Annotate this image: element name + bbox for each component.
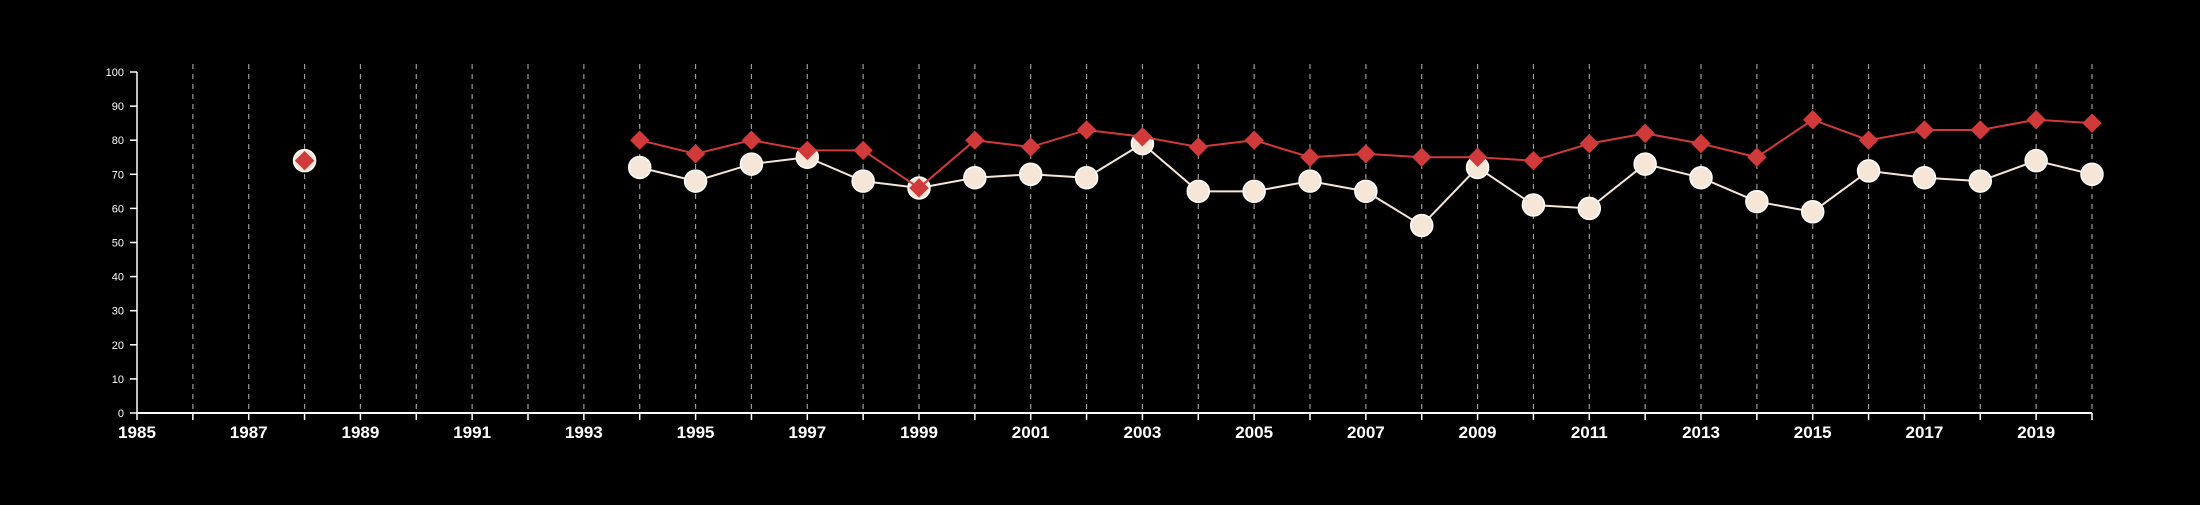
series-0-point-2012 <box>1633 152 1657 176</box>
x-tick-label-2009: 2009 <box>1459 423 1497 442</box>
series-1 <box>294 110 2102 198</box>
series-1-point-1997 <box>797 140 817 161</box>
x-tick-label-2017: 2017 <box>1906 423 1944 442</box>
series-0-point-2010 <box>1521 193 1546 217</box>
y-tick-label-90: 90 <box>112 101 124 113</box>
series-1-point-2010 <box>1523 150 1544 171</box>
x-tick-label-2001: 2001 <box>1012 423 1050 442</box>
series-0-point-2015 <box>1800 200 1825 224</box>
series-0-point-1994 <box>627 155 652 180</box>
series-1-point-1996 <box>741 130 762 150</box>
y-tick-label-10: 10 <box>112 374 124 386</box>
x-tick-label-1995: 1995 <box>677 423 715 442</box>
series-1-point-2002 <box>1076 120 1097 140</box>
series-0-point-2002 <box>1074 165 1099 190</box>
vertical-gridlines <box>192 64 2093 413</box>
x-tick-label-2011: 2011 <box>1571 423 1608 442</box>
series-0-point-2016 <box>1856 159 1881 183</box>
series-1-point-2016 <box>1858 130 1879 150</box>
x-tick-label-2003: 2003 <box>1124 423 1162 442</box>
series-1-point-2009 <box>1467 147 1488 167</box>
y-tick-label-100: 100 <box>106 67 124 79</box>
y-tick-label-30: 30 <box>112 306 124 318</box>
series-0-point-2011 <box>1577 196 1602 221</box>
x-tick-label-1985: 1985 <box>118 423 156 442</box>
series-layer <box>292 110 2104 238</box>
series-1-point-2003 <box>1132 127 1153 147</box>
series-0-point-2017 <box>1912 165 1937 190</box>
series-1-point-1995 <box>685 144 706 164</box>
series-0-point-2008 <box>1409 213 1434 238</box>
series-1-point-1998 <box>853 140 873 161</box>
y-tick-label-80: 80 <box>112 135 124 147</box>
series-0-point-1995 <box>683 169 708 193</box>
series-1-point-2015 <box>1803 110 1823 130</box>
series-1-point-1994 <box>630 130 650 150</box>
y-tick-label-40: 40 <box>112 272 124 284</box>
axes: 0 10 20 30 40 50 60 70 80 90 100 1985 1987 1989 1991 19… <box>106 67 2093 442</box>
series-1-point-2020 <box>2082 113 2102 133</box>
x-tick-label-1991: 1991 <box>453 423 491 442</box>
series-0-point-2018 <box>1968 169 1993 193</box>
x-tick-label-1997: 1997 <box>788 423 826 442</box>
series-1-point-2005 <box>1244 130 1264 150</box>
series-0-point-1998 <box>851 169 875 193</box>
series-1-point-2007 <box>1356 144 1376 164</box>
series-0-point-1996 <box>739 152 764 176</box>
x-tick-label-2019: 2019 <box>2017 423 2055 442</box>
series-0-point-2007 <box>1354 179 1378 204</box>
series-1-point-2013 <box>1691 133 1711 154</box>
x-tick-label-2015: 2015 <box>1794 423 1832 442</box>
x-tick-label-2005: 2005 <box>1235 423 1273 442</box>
x-tick-label-1987: 1987 <box>230 423 268 442</box>
series-1-point-1999 <box>909 178 929 198</box>
series-1-point-2011 <box>1579 133 1599 154</box>
series-0 <box>292 131 2104 238</box>
series-1-point-2001 <box>1021 137 1041 157</box>
series-0-point-2014 <box>1745 189 1769 214</box>
x-tick-label-1999: 1999 <box>900 423 938 442</box>
x-tick-label-2013: 2013 <box>1682 423 1720 442</box>
x-tick-label-2007: 2007 <box>1347 423 1385 442</box>
y-tick-label-50: 50 <box>112 238 124 250</box>
y-tick-label-20: 20 <box>112 340 124 352</box>
series-0-point-2006 <box>1298 169 1322 193</box>
x-tick-label-1989: 1989 <box>342 423 380 442</box>
series-0-point-2013 <box>1689 165 1713 190</box>
series-0-point-2001 <box>1018 162 1043 187</box>
series-1-point-2012 <box>1635 123 1655 144</box>
y-tick-label-70: 70 <box>112 169 124 181</box>
series-0-point-2020 <box>2080 162 2104 187</box>
series-1-point-1988 <box>294 150 315 171</box>
y-tick-label-0: 0 <box>118 408 124 420</box>
series-0-point-2000 <box>963 165 987 190</box>
x-tick-label-1993: 1993 <box>565 423 603 442</box>
series-1-point-2019 <box>2026 110 2046 130</box>
y-tick-label-60: 60 <box>112 203 124 215</box>
series-1-point-2014 <box>1747 147 1767 167</box>
series-0-point-2019 <box>2024 148 2048 173</box>
series-1-point-2000 <box>965 130 985 150</box>
series-1-point-2017 <box>1914 120 1935 140</box>
series-1-point-2008 <box>1412 147 1432 167</box>
series-0-point-2005 <box>1242 179 1266 204</box>
series-1-point-2018 <box>1970 120 1990 140</box>
series-1-point-2006 <box>1300 147 1320 167</box>
series-0-point-2004 <box>1186 179 1211 204</box>
series-1-point-2004 <box>1188 137 1208 157</box>
